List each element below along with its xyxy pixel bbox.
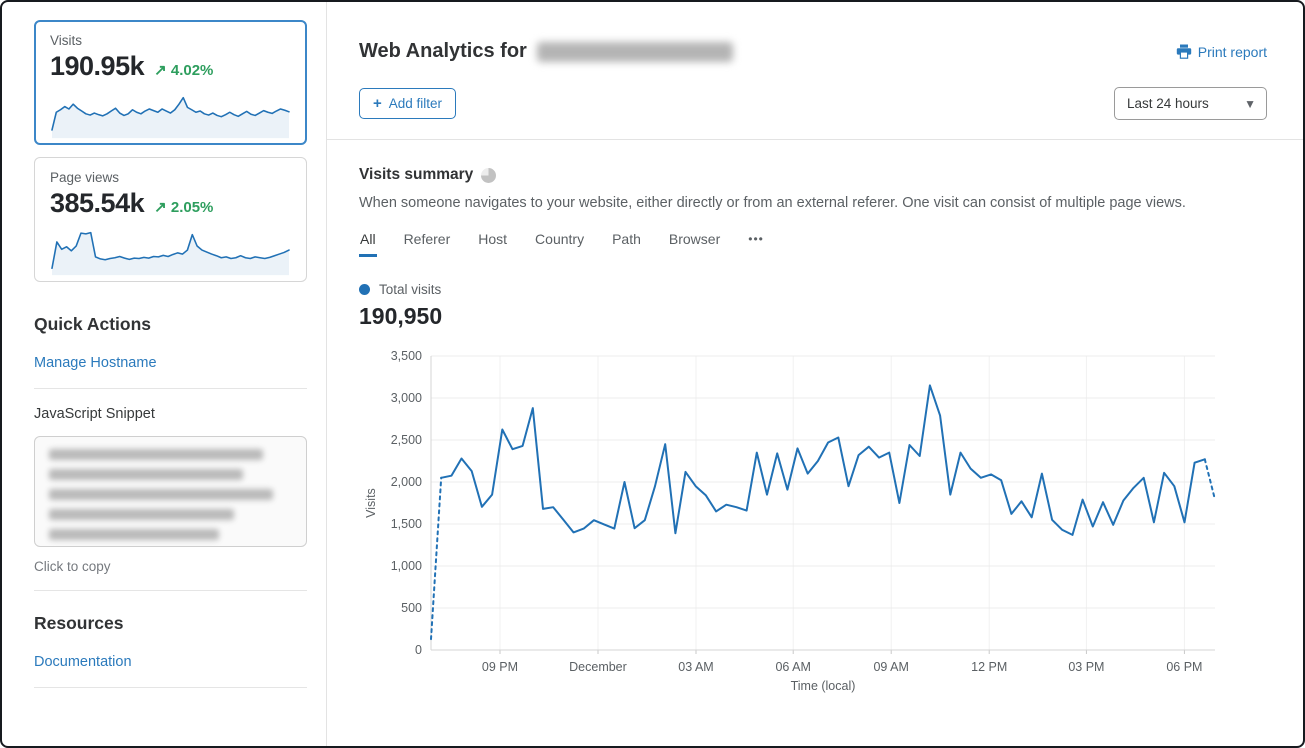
tab-country[interactable]: Country bbox=[534, 231, 585, 257]
tab-path[interactable]: Path bbox=[611, 231, 642, 257]
redacted-code-line bbox=[49, 509, 234, 520]
visits-summary-section: Visits summary When someone navigates to… bbox=[359, 166, 1267, 703]
sidebar: Visits 190.95k ↗ 4.02% Page views 385.54… bbox=[2, 2, 327, 746]
tab-more[interactable]: ••• bbox=[747, 231, 765, 257]
help-icon[interactable] bbox=[481, 167, 497, 183]
legend-label: Total visits bbox=[379, 282, 442, 297]
visits-summary-title-row: Visits summary bbox=[359, 166, 1267, 184]
plus-icon: + bbox=[373, 95, 382, 112]
page-title: Web Analytics for bbox=[359, 40, 733, 63]
sidebar-divider bbox=[34, 590, 307, 591]
total-visits-value: 190,950 bbox=[359, 303, 443, 329]
manage-hostname-link[interactable]: Manage Hostname bbox=[34, 355, 157, 371]
page-title-text: Web Analytics for bbox=[359, 40, 527, 62]
redacted-code-line bbox=[49, 529, 220, 540]
redacted-code-line bbox=[49, 489, 273, 500]
header-row: Web Analytics for Print report bbox=[359, 40, 1267, 63]
svg-text:1,500: 1,500 bbox=[391, 517, 422, 531]
svg-text:Visits: Visits bbox=[364, 488, 378, 518]
visits-chart: 09 PM December 03 AM 06 AM 09 AM 12 PM 03 PM 06… bbox=[359, 346, 1267, 703]
svg-text:03 AM: 03 AM bbox=[678, 660, 713, 674]
tab-all[interactable]: All bbox=[359, 231, 377, 257]
pageviews-card-value-row: 385.54k ↗ 2.05% bbox=[50, 188, 291, 219]
pageviews-card-delta-value: 2.05% bbox=[170, 199, 214, 216]
svg-text:12 PM: 12 PM bbox=[971, 660, 1007, 674]
documentation-link[interactable]: Documentation bbox=[34, 654, 132, 670]
header-divider bbox=[327, 139, 1303, 140]
svg-text:03 PM: 03 PM bbox=[1068, 660, 1104, 674]
svg-text:09 PM: 09 PM bbox=[482, 660, 518, 674]
svg-text:06 AM: 06 AM bbox=[775, 660, 810, 674]
svg-text:0: 0 bbox=[415, 643, 422, 657]
js-snippet-code[interactable] bbox=[34, 436, 307, 547]
redacted-code-line bbox=[49, 469, 244, 480]
visits-summary-title: Visits summary bbox=[359, 166, 474, 183]
site-domain-redacted bbox=[536, 41, 733, 62]
svg-text:06 PM: 06 PM bbox=[1166, 660, 1202, 674]
add-filter-button[interactable]: + Add filter bbox=[359, 88, 457, 119]
tab-browser[interactable]: Browser bbox=[668, 231, 721, 257]
pageviews-card-value: 385.54k bbox=[50, 188, 145, 218]
visits-card-delta-value: 4.02% bbox=[170, 62, 214, 79]
resources-heading: Resources bbox=[34, 613, 124, 633]
visits-card-value-row: 190.95k ↗ 4.02% bbox=[50, 51, 291, 82]
visits-summary-description: When someone navigates to your website, … bbox=[359, 195, 1186, 211]
visits-card-label: Visits bbox=[50, 33, 83, 48]
add-filter-label: Add filter bbox=[388, 96, 443, 111]
controls-row: + Add filter Last 24 hours ▼ bbox=[359, 87, 1267, 120]
svg-text:1,000: 1,000 bbox=[391, 559, 422, 573]
svg-text:09 AM: 09 AM bbox=[873, 660, 908, 674]
visits-card-delta: ↗ 4.02% bbox=[154, 61, 213, 79]
chart-legend: Total visits bbox=[359, 282, 1267, 297]
pageviews-card-delta: ↗ 2.05% bbox=[154, 198, 213, 216]
sidebar-divider bbox=[34, 687, 307, 688]
main-content: Web Analytics for Print report + Add fil… bbox=[327, 2, 1303, 746]
svg-text:December: December bbox=[569, 660, 627, 674]
trend-up-icon: ↗ bbox=[154, 199, 167, 216]
printer-icon bbox=[1176, 44, 1191, 59]
tab-host[interactable]: Host bbox=[477, 231, 508, 257]
visits-stat-card[interactable]: Visits 190.95k ↗ 4.02% bbox=[34, 20, 307, 145]
svg-text:2,000: 2,000 bbox=[391, 475, 422, 489]
svg-text:3,500: 3,500 bbox=[391, 349, 422, 363]
trend-up-icon: ↗ bbox=[154, 62, 167, 79]
print-report-link[interactable]: Print report bbox=[1176, 44, 1267, 60]
legend-dot-icon bbox=[359, 284, 370, 295]
visits-sparkline bbox=[51, 96, 290, 139]
svg-text:Time (local): Time (local) bbox=[791, 679, 856, 693]
js-snippet-label: JavaScript Snippet bbox=[34, 406, 155, 422]
print-report-label: Print report bbox=[1197, 43, 1267, 60]
pageviews-stat-card[interactable]: Page views 385.54k ↗ 2.05% bbox=[34, 157, 307, 282]
redacted-code-line bbox=[49, 449, 263, 460]
summary-tabs: All Referer Host Country Path Browser ••… bbox=[359, 231, 1267, 257]
time-range-value: Last 24 hours bbox=[1127, 96, 1209, 111]
time-range-select[interactable]: Last 24 hours ▼ bbox=[1114, 87, 1267, 120]
pageviews-sparkline bbox=[51, 231, 290, 276]
pageviews-card-label: Page views bbox=[50, 170, 120, 185]
quick-actions-heading: Quick Actions bbox=[34, 314, 152, 334]
svg-text:3,000: 3,000 bbox=[391, 391, 422, 405]
sidebar-divider bbox=[34, 388, 307, 389]
svg-text:500: 500 bbox=[401, 601, 422, 615]
visits-card-value: 190.95k bbox=[50, 51, 145, 81]
svg-text:2,500: 2,500 bbox=[391, 433, 422, 447]
click-to-copy-hint: Click to copy bbox=[34, 559, 111, 574]
chevron-down-icon: ▼ bbox=[1244, 96, 1256, 111]
tab-referer[interactable]: Referer bbox=[403, 231, 452, 257]
